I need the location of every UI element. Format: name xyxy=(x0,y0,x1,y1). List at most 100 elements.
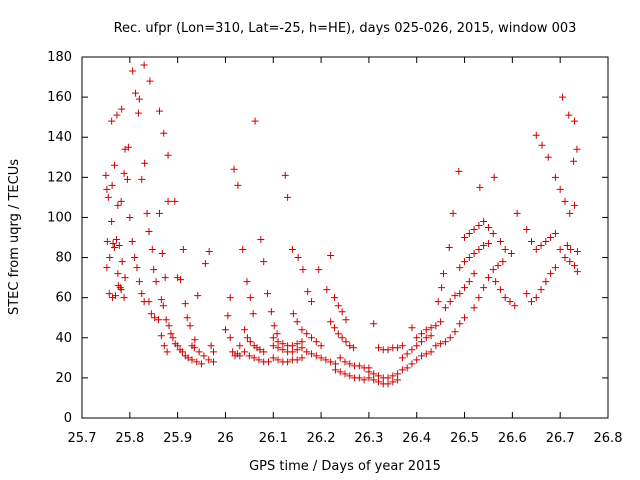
data-point xyxy=(384,380,392,388)
data-point xyxy=(241,348,249,356)
y-tick-label: 40 xyxy=(55,331,72,346)
x-tick-label: 26 xyxy=(217,431,234,446)
data-point xyxy=(269,342,277,350)
data-point xyxy=(308,298,316,306)
x-tick-label: 26.2 xyxy=(307,431,336,446)
data-point xyxy=(106,254,114,262)
x-tick-label: 26.3 xyxy=(354,431,383,446)
y-axis-label: STEC from uqrg / TECUs xyxy=(7,159,22,315)
data-point xyxy=(567,246,575,254)
data-point xyxy=(532,246,540,254)
data-point xyxy=(544,153,552,161)
data-point xyxy=(164,151,172,159)
data-point xyxy=(179,246,187,254)
data-point xyxy=(394,370,402,378)
data-point xyxy=(413,356,421,364)
data-point xyxy=(108,117,116,125)
data-point xyxy=(427,348,435,356)
data-point xyxy=(432,322,440,330)
data-point xyxy=(523,290,531,298)
data-point xyxy=(145,227,153,235)
data-point xyxy=(155,316,163,324)
data-point xyxy=(317,354,325,362)
data-point xyxy=(461,284,469,292)
data-point xyxy=(365,374,373,382)
x-tick-label: 26.8 xyxy=(594,431,623,446)
data-point xyxy=(162,316,170,324)
data-point xyxy=(465,254,473,262)
data-point xyxy=(210,358,217,366)
data-point xyxy=(547,270,555,278)
data-point xyxy=(293,340,301,348)
data-point xyxy=(398,354,406,362)
data-point xyxy=(288,348,296,356)
data-point xyxy=(132,89,140,97)
data-point xyxy=(200,352,208,360)
data-point xyxy=(418,338,426,346)
data-point xyxy=(461,258,469,266)
data-point xyxy=(194,292,202,300)
data-point xyxy=(298,354,306,362)
data-point xyxy=(109,240,117,248)
data-point xyxy=(184,354,192,362)
data-point xyxy=(147,310,155,318)
x-axis: 25.7 25.8 25.9 26 26.1 26.2 26.3 26.4 26.5 26.6 26… xyxy=(68,57,623,446)
data-point xyxy=(103,238,111,246)
data-point xyxy=(551,173,559,181)
data-point xyxy=(441,338,449,346)
data-point xyxy=(126,213,134,221)
data-point xyxy=(327,358,335,366)
data-point xyxy=(124,143,132,151)
data-point xyxy=(445,244,453,252)
data-point xyxy=(470,225,478,233)
data-point xyxy=(398,342,406,350)
data-point xyxy=(205,356,213,364)
plot-frame xyxy=(81,56,609,419)
data-point xyxy=(260,348,268,356)
y-axis: 0 20 40 60 80 100 120 140 160 180 xyxy=(47,50,608,426)
data-point xyxy=(571,201,579,209)
data-point xyxy=(336,368,344,376)
data-point xyxy=(303,348,311,356)
data-point xyxy=(330,324,338,332)
data-point xyxy=(264,358,272,366)
data-point xyxy=(230,165,238,173)
data-point xyxy=(105,290,113,298)
data-point xyxy=(191,336,199,344)
data-point xyxy=(496,286,504,294)
data-point xyxy=(511,302,519,310)
data-point xyxy=(559,93,567,101)
data-point xyxy=(317,342,325,350)
data-point xyxy=(441,304,449,312)
data-point xyxy=(465,229,473,237)
data-point xyxy=(186,322,194,330)
data-point xyxy=(422,350,430,358)
y-tick-label: 140 xyxy=(47,130,72,145)
data-point xyxy=(249,310,257,318)
data-point xyxy=(181,300,189,308)
data-point xyxy=(112,236,120,244)
data-point xyxy=(161,274,169,282)
data-point xyxy=(171,197,179,205)
data-point xyxy=(561,254,569,262)
data-point xyxy=(527,298,535,306)
data-point xyxy=(489,229,497,237)
data-point xyxy=(338,334,346,342)
data-point xyxy=(551,229,559,237)
data-point xyxy=(341,358,349,366)
data-point xyxy=(322,356,330,364)
data-point xyxy=(115,242,123,250)
data-point xyxy=(484,240,492,248)
data-point xyxy=(145,298,153,306)
data-point xyxy=(279,340,287,348)
data-point xyxy=(551,264,559,272)
data-point xyxy=(129,67,137,75)
data-point xyxy=(183,314,191,322)
data-point xyxy=(389,372,397,380)
data-point xyxy=(570,157,578,165)
data-point xyxy=(331,360,339,368)
data-point xyxy=(370,376,378,384)
data-point xyxy=(312,352,320,360)
data-point xyxy=(158,250,166,258)
data-point xyxy=(476,183,484,191)
